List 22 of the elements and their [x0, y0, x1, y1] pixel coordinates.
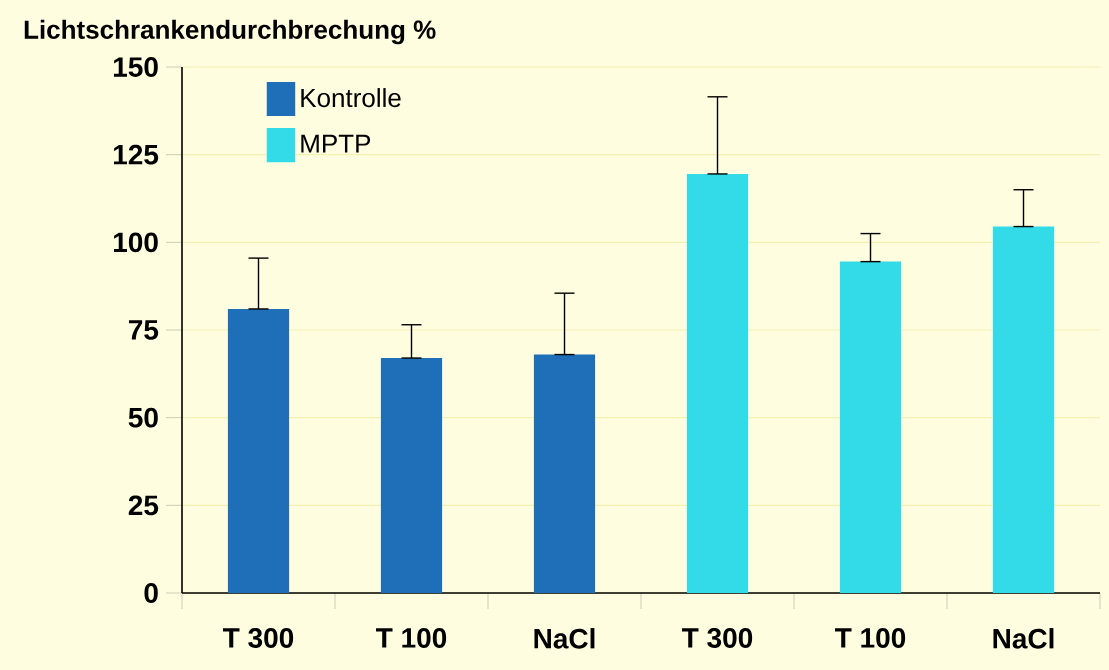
x-tick-label: T 100 — [835, 628, 906, 648]
bar — [227, 308, 290, 593]
y-tick-label: 0 — [144, 583, 158, 603]
bar — [686, 173, 749, 593]
x-tick-label: NaCl — [534, 628, 595, 649]
x-tick-label: T 300 — [223, 628, 294, 648]
bar — [992, 226, 1055, 593]
y-tick-label: 75 — [128, 320, 159, 340]
y-tick-label: 150 — [113, 57, 158, 77]
x-tick-label: T 100 — [376, 628, 447, 648]
x-tick-label: NaCl — [993, 628, 1054, 649]
x-tick-label: T 300 — [682, 628, 753, 648]
bar — [533, 354, 596, 593]
y-tick-label: 25 — [128, 495, 159, 516]
legend-label: MPTP — [301, 134, 371, 153]
legend-label: Kontrolle — [301, 88, 401, 108]
y-tick-label: 125 — [113, 144, 159, 165]
bar — [380, 358, 443, 593]
y-axis-title: Lichtschrankendurchbrechung % — [24, 19, 436, 45]
y-tick-label: 100 — [113, 232, 158, 253]
y-tick-label: 50 — [128, 407, 158, 428]
bar — [839, 261, 902, 593]
